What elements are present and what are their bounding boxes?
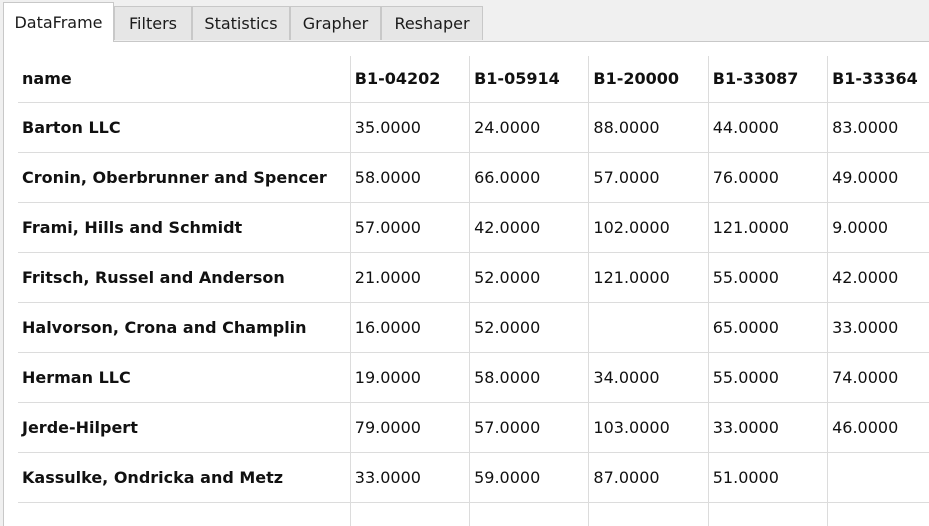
value-cell[interactable]: 66.0000 xyxy=(469,152,590,203)
column-header-b1-33087[interactable]: B1-33087 xyxy=(708,56,829,103)
value-cell[interactable]: 83.0000 xyxy=(827,102,929,153)
row-name-cell[interactable]: Barton LLC xyxy=(18,102,351,153)
row-name-cell[interactable]: Halvorson, Crona and Champlin xyxy=(18,302,351,353)
tab-dataframe[interactable]: DataFrame xyxy=(3,2,114,42)
value-cell[interactable]: 52.0000 xyxy=(469,252,590,303)
row-name-cell[interactable]: Cronin, Oberbrunner and Spencer xyxy=(18,152,351,203)
column-header-b1-33364[interactable]: B1-33364 xyxy=(827,56,929,103)
tab-reshaper[interactable]: Reshaper xyxy=(381,6,483,40)
table-row[interactable]: Cronin, Oberbrunner and Spencer 58.0000 66… xyxy=(18,152,929,203)
column-header-name[interactable]: name xyxy=(18,56,351,103)
value-cell[interactable]: 16.0000 xyxy=(350,302,471,353)
table-row[interactable]: Barton LLC 35.0000 24.0000 88.0000 44.0000 83… xyxy=(18,102,929,153)
value-cell[interactable]: 57.0000 xyxy=(469,402,590,453)
value-cell[interactable]: 33.0000 xyxy=(827,302,929,353)
dataframe-table: name B1-04202 B1-05914 B1-20000 B1-33087… xyxy=(18,56,929,526)
value-cell[interactable]: 121.0000 xyxy=(588,252,709,303)
value-cell[interactable] xyxy=(827,452,929,503)
value-cell[interactable]: 35.0000 xyxy=(350,102,471,153)
value-cell[interactable]: 52.0000 xyxy=(469,302,590,353)
empty-cell[interactable] xyxy=(588,502,709,526)
column-header-b1-04202[interactable]: B1-04202 xyxy=(350,56,471,103)
value-cell[interactable]: 87.0000 xyxy=(588,452,709,503)
value-cell[interactable]: 46.0000 xyxy=(827,402,929,453)
value-cell[interactable]: 42.0000 xyxy=(827,252,929,303)
value-cell[interactable]: 34.0000 xyxy=(588,352,709,403)
value-cell[interactable]: 65.0000 xyxy=(708,302,829,353)
tab-bar: DataFrame Filters Statistics Grapher Res… xyxy=(0,0,929,42)
table-row[interactable]: Halvorson, Crona and Champlin 16.0000 52.0… xyxy=(18,302,929,353)
value-cell[interactable]: 42.0000 xyxy=(469,202,590,253)
value-cell[interactable]: 55.0000 xyxy=(708,352,829,403)
value-cell[interactable]: 103.0000 xyxy=(588,402,709,453)
tab-grapher[interactable]: Grapher xyxy=(290,6,381,40)
table-row[interactable]: Jerde-Hilpert 79.0000 57.0000 103.0000 33.00… xyxy=(18,402,929,453)
value-cell[interactable]: 121.0000 xyxy=(708,202,829,253)
value-cell[interactable]: 57.0000 xyxy=(350,202,471,253)
value-cell[interactable]: 24.0000 xyxy=(469,102,590,153)
dataframe-panel: name B1-04202 B1-05914 B1-20000 B1-33087… xyxy=(3,41,929,526)
row-name-cell[interactable]: Jerde-Hilpert xyxy=(18,402,351,453)
row-name-cell[interactable]: Kassulke, Ondricka and Metz xyxy=(18,452,351,503)
value-cell[interactable]: 51.0000 xyxy=(708,452,829,503)
table-row[interactable]: Fritsch, Russel and Anderson 21.0000 52.00… xyxy=(18,252,929,303)
row-name-cell[interactable]: Fritsch, Russel and Anderson xyxy=(18,252,351,303)
column-header-b1-20000[interactable]: B1-20000 xyxy=(588,56,709,103)
tab-filters[interactable]: Filters xyxy=(114,6,192,40)
value-cell[interactable]: 44.0000 xyxy=(708,102,829,153)
empty-cell[interactable] xyxy=(827,502,929,526)
value-cell[interactable]: 55.0000 xyxy=(708,252,829,303)
value-cell[interactable]: 33.0000 xyxy=(708,402,829,453)
table-row[interactable]: Kassulke, Ondricka and Metz 33.0000 59.000… xyxy=(18,452,929,503)
value-cell[interactable] xyxy=(588,302,709,353)
value-cell[interactable]: 88.0000 xyxy=(588,102,709,153)
value-cell[interactable]: 57.0000 xyxy=(588,152,709,203)
value-cell[interactable]: 58.0000 xyxy=(350,152,471,203)
value-cell[interactable]: 19.0000 xyxy=(350,352,471,403)
row-name-cell[interactable]: Frami, Hills and Schmidt xyxy=(18,202,351,253)
value-cell[interactable]: 58.0000 xyxy=(469,352,590,403)
value-cell[interactable]: 76.0000 xyxy=(708,152,829,203)
value-cell[interactable]: 74.0000 xyxy=(827,352,929,403)
table-row[interactable]: Herman LLC 19.0000 58.0000 34.0000 55.0000 74… xyxy=(18,352,929,403)
dataframe-table-viewport[interactable]: name B1-04202 B1-05914 B1-20000 B1-33087… xyxy=(18,56,929,526)
table-row[interactable]: Frami, Hills and Schmidt 57.0000 42.0000 10… xyxy=(18,202,929,253)
empty-cell[interactable] xyxy=(18,502,351,526)
empty-cell[interactable] xyxy=(708,502,829,526)
row-name-cell[interactable]: Herman LLC xyxy=(18,352,351,403)
value-cell[interactable]: 102.0000 xyxy=(588,202,709,253)
header-row: name B1-04202 B1-05914 B1-20000 B1-33087… xyxy=(18,56,929,103)
value-cell[interactable]: 21.0000 xyxy=(350,252,471,303)
value-cell[interactable]: 9.0000 xyxy=(827,202,929,253)
value-cell[interactable]: 49.0000 xyxy=(827,152,929,203)
table-row-partial[interactable] xyxy=(18,502,929,526)
column-header-b1-05914[interactable]: B1-05914 xyxy=(469,56,590,103)
empty-cell[interactable] xyxy=(469,502,590,526)
tab-statistics[interactable]: Statistics xyxy=(192,6,290,40)
value-cell[interactable]: 33.0000 xyxy=(350,452,471,503)
empty-cell[interactable] xyxy=(350,502,471,526)
value-cell[interactable]: 59.0000 xyxy=(469,452,590,503)
value-cell[interactable]: 79.0000 xyxy=(350,402,471,453)
